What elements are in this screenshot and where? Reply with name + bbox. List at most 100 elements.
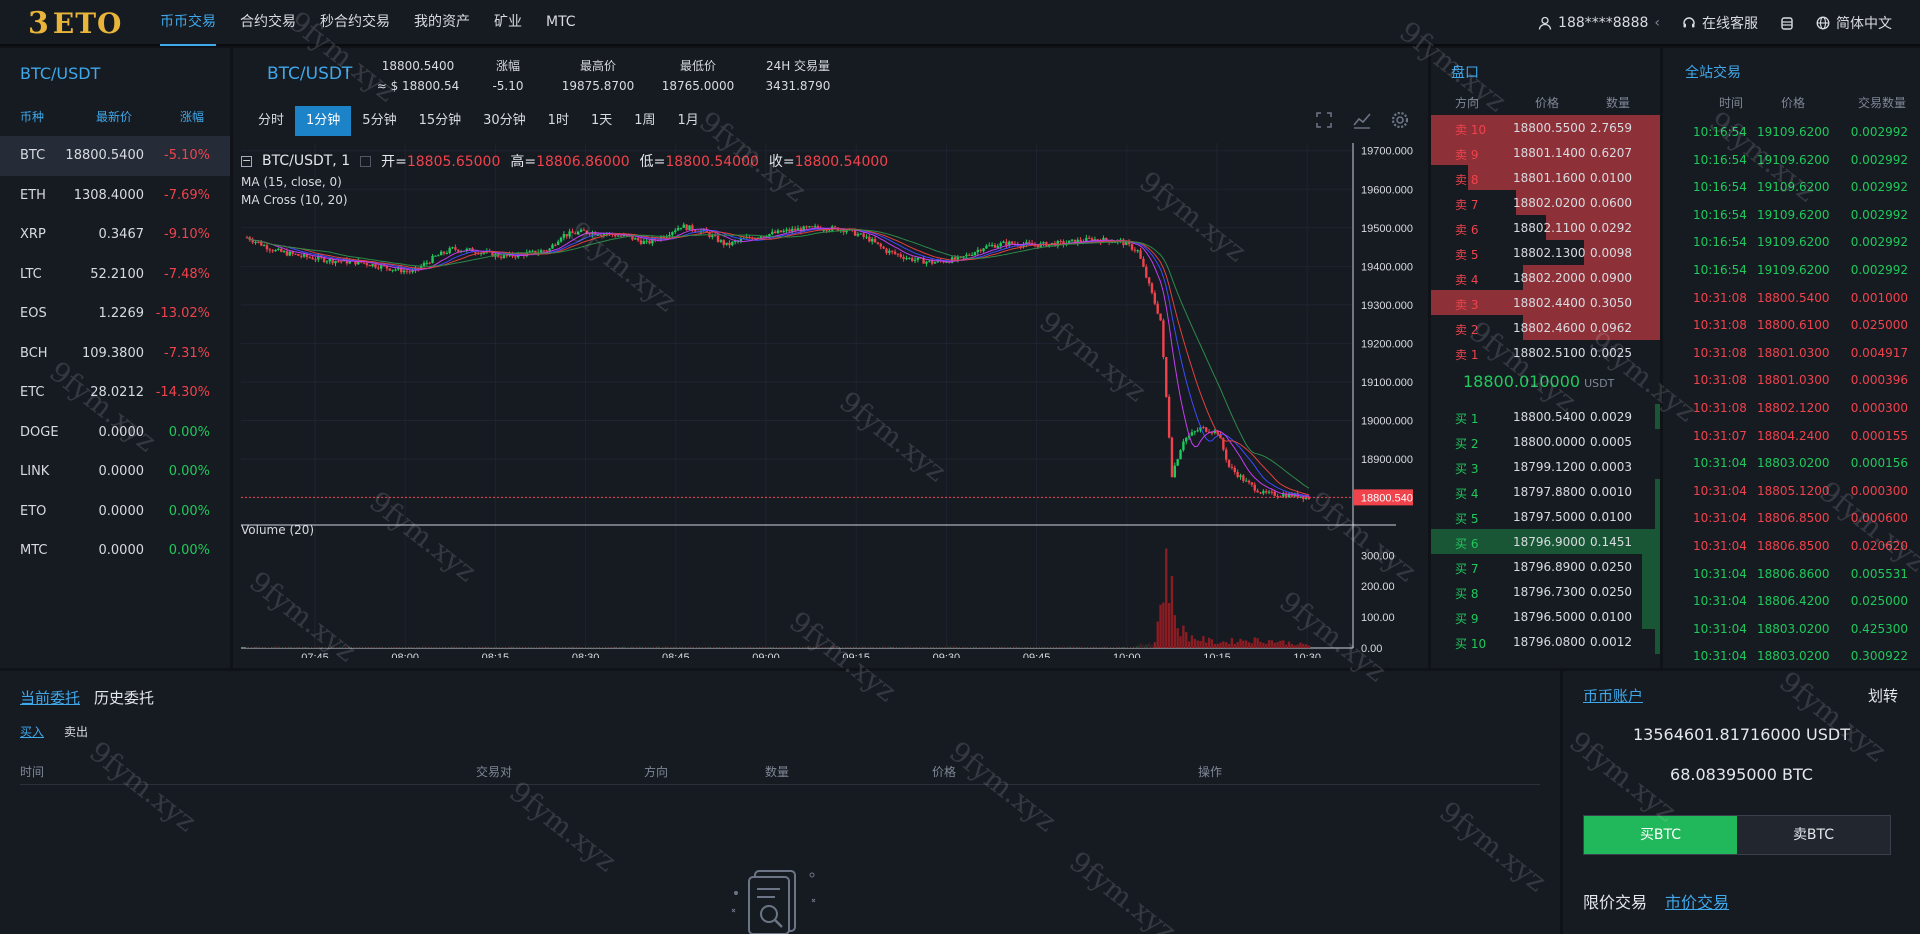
tab-current-orders[interactable]: 当前委托 xyxy=(20,689,81,707)
price-chart[interactable]: 19700.000000 19600.000000 19500.000000 1940… xyxy=(241,143,1432,664)
subtab-sell[interactable]: 卖出 xyxy=(64,725,89,739)
volume-bar xyxy=(736,647,740,648)
volume-bar xyxy=(1070,646,1074,648)
bid-row[interactable]: 买 8 18796.7300 0.0250 xyxy=(1431,579,1660,604)
collapse-icon[interactable]: − xyxy=(241,153,252,167)
market-row[interactable]: DOGE 0.0000 0.00% xyxy=(0,413,230,453)
candle-body xyxy=(636,238,640,241)
timeframe-button[interactable]: 15分钟 xyxy=(418,113,462,128)
volume-bar xyxy=(554,647,557,648)
volume-bar xyxy=(851,647,854,648)
volume-bar xyxy=(659,647,663,648)
timeframe-button[interactable]: 1时 xyxy=(547,113,569,128)
candle-body xyxy=(879,243,882,247)
market-row[interactable]: BTC 18800.5400 -5.10% xyxy=(0,136,230,176)
volume-bar xyxy=(322,647,326,648)
trades-header: 时间 价格 交易数量 xyxy=(1663,94,1920,114)
ask-row[interactable]: 卖 8 18801.1600 0.0100 xyxy=(1431,165,1660,190)
ask-row[interactable]: 卖 5 18802.1300 0.0098 xyxy=(1431,240,1660,265)
market-row[interactable]: XRP 0.3467 -9.10% xyxy=(0,215,230,255)
market-row[interactable]: LTC 52.2100 -7.48% xyxy=(0,255,230,295)
market-row[interactable]: ETH 1308.4000 -7.69% xyxy=(0,176,230,216)
ask-row[interactable]: 卖 3 18802.4400 0.3050 xyxy=(1431,290,1660,315)
candle-body xyxy=(1216,430,1219,435)
indicator-icon[interactable] xyxy=(1352,110,1372,130)
candle-body xyxy=(616,235,620,237)
spot-account-link[interactable]: 币币账户 xyxy=(1583,687,1644,705)
trade-time: 10:16:54 xyxy=(1693,180,1747,195)
timeframe-button[interactable]: 1周 xyxy=(634,113,656,128)
nav-second-contract[interactable]: 秒合约交易 xyxy=(320,14,390,30)
download-app-button[interactable] xyxy=(1780,16,1794,30)
sell-btc-button[interactable]: 卖BTC xyxy=(1737,816,1890,854)
volume-bar xyxy=(1025,647,1028,648)
tab-limit-order[interactable]: 限价交易 xyxy=(1583,893,1648,912)
bid-row[interactable]: 买 9 18796.5000 0.0100 xyxy=(1431,604,1660,629)
bid-row[interactable]: 买 4 18797.8800 0.0010 xyxy=(1431,479,1660,504)
subtab-buy[interactable]: 买入 xyxy=(20,725,45,739)
market-row[interactable]: MTC 0.0000 0.00% xyxy=(0,531,230,571)
bid-row[interactable]: 买 7 18796.8900 0.0250 xyxy=(1431,554,1660,579)
timeframe-button[interactable]: 5分钟 xyxy=(362,113,397,128)
timeframe-button[interactable]: 1天 xyxy=(590,113,613,128)
bid-row[interactable]: 买 3 18799.1200 0.0003 xyxy=(1431,454,1660,479)
gear-icon[interactable] xyxy=(1390,110,1410,130)
volume-bar xyxy=(434,647,437,648)
tab-order-history[interactable]: 历史委托 xyxy=(94,689,155,707)
market-row[interactable]: BCH 109.3800 -7.31% xyxy=(0,334,230,374)
ask-row[interactable]: 卖 4 18802.2000 0.0900 xyxy=(1431,265,1660,290)
ask-row[interactable]: 卖 9 18801.1400 0.6207 xyxy=(1431,140,1660,165)
ask-row[interactable]: 卖 2 18802.4600 0.0962 xyxy=(1431,315,1660,340)
volume-bar xyxy=(525,647,528,648)
volume-bar xyxy=(1065,647,1068,648)
nav-mining[interactable]: 矿业 xyxy=(494,14,522,30)
nav-contract-trading[interactable]: 合约交易 xyxy=(240,14,296,30)
bid-row[interactable]: 买 2 18800.0000 0.0005 xyxy=(1431,429,1660,454)
volume-bar xyxy=(676,647,680,648)
online-service-link[interactable]: 在线客服 xyxy=(1682,13,1758,33)
market-row[interactable]: ETC 28.0212 -14.30% xyxy=(0,373,230,413)
trade-time: 10:16:54 xyxy=(1693,235,1747,250)
timeframe-button[interactable]: 1分钟 xyxy=(295,106,352,136)
volume-bar xyxy=(419,646,423,648)
ask-row[interactable]: 卖 10 18800.5500 2.7659 xyxy=(1431,115,1660,140)
volume-bar xyxy=(1290,644,1294,648)
settings-box-icon[interactable] xyxy=(360,155,372,167)
logo[interactable]: 3 ETO xyxy=(28,6,122,41)
bid-row[interactable]: 买 6 18796.9000 0.1451 xyxy=(1431,529,1660,554)
market-row[interactable]: LINK 0.0000 0.00% xyxy=(0,452,230,492)
bid-row[interactable]: 买 5 18797.5000 0.0100 xyxy=(1431,504,1660,529)
volume-bar xyxy=(968,647,971,648)
fullscreen-icon[interactable] xyxy=(1314,110,1334,130)
transfer-button[interactable]: 划转 xyxy=(1867,687,1898,705)
timeframe-button[interactable]: 30分钟 xyxy=(483,113,526,128)
candle-body xyxy=(1039,243,1042,248)
user-menu[interactable]: 188****8888 ‹ xyxy=(1538,15,1660,31)
stat-high: 最高价 19875.8700 xyxy=(548,56,648,96)
market-row[interactable]: ETO 0.0000 0.00% xyxy=(0,492,230,532)
bid-row[interactable]: 买 1 18800.5400 0.0029 xyxy=(1431,404,1660,429)
ask-row[interactable]: 卖 1 18802.5100 0.0025 xyxy=(1431,340,1660,365)
ask-row[interactable]: 卖 7 18802.0200 0.0600 xyxy=(1431,190,1660,215)
buy-btc-button[interactable]: 买BTC xyxy=(1584,816,1737,854)
bid-row[interactable]: 买 10 18796.0800 0.0012 xyxy=(1431,629,1660,654)
candle-body xyxy=(588,233,591,235)
candle-body xyxy=(773,231,777,234)
language-selector[interactable]: 简体中文 xyxy=(1816,13,1892,33)
trade-price: 18801.0300 xyxy=(1757,373,1830,388)
candle-body xyxy=(568,231,571,237)
order-side: 买 9 xyxy=(1455,612,1479,626)
nav-mtc[interactable]: MTC xyxy=(546,14,576,30)
volume-bar xyxy=(371,646,374,648)
nav-my-assets[interactable]: 我的资产 xyxy=(414,14,470,30)
candle-body xyxy=(1284,494,1288,498)
timeframe-button[interactable]: 1月 xyxy=(677,113,699,128)
ask-row[interactable]: 卖 6 18802.1100 0.0292 xyxy=(1431,215,1660,240)
nav-spot-trading[interactable]: 币币交易 xyxy=(160,0,216,46)
volume-bar xyxy=(582,647,586,648)
volume-bar xyxy=(1042,647,1045,648)
tab-market-order[interactable]: 市价交易 xyxy=(1665,893,1730,912)
y-tick-label: 19000.000000 xyxy=(1361,416,1413,428)
market-row[interactable]: EOS 1.2269 -13.02% xyxy=(0,294,230,334)
timeframe-button[interactable]: 分时 xyxy=(258,113,285,128)
